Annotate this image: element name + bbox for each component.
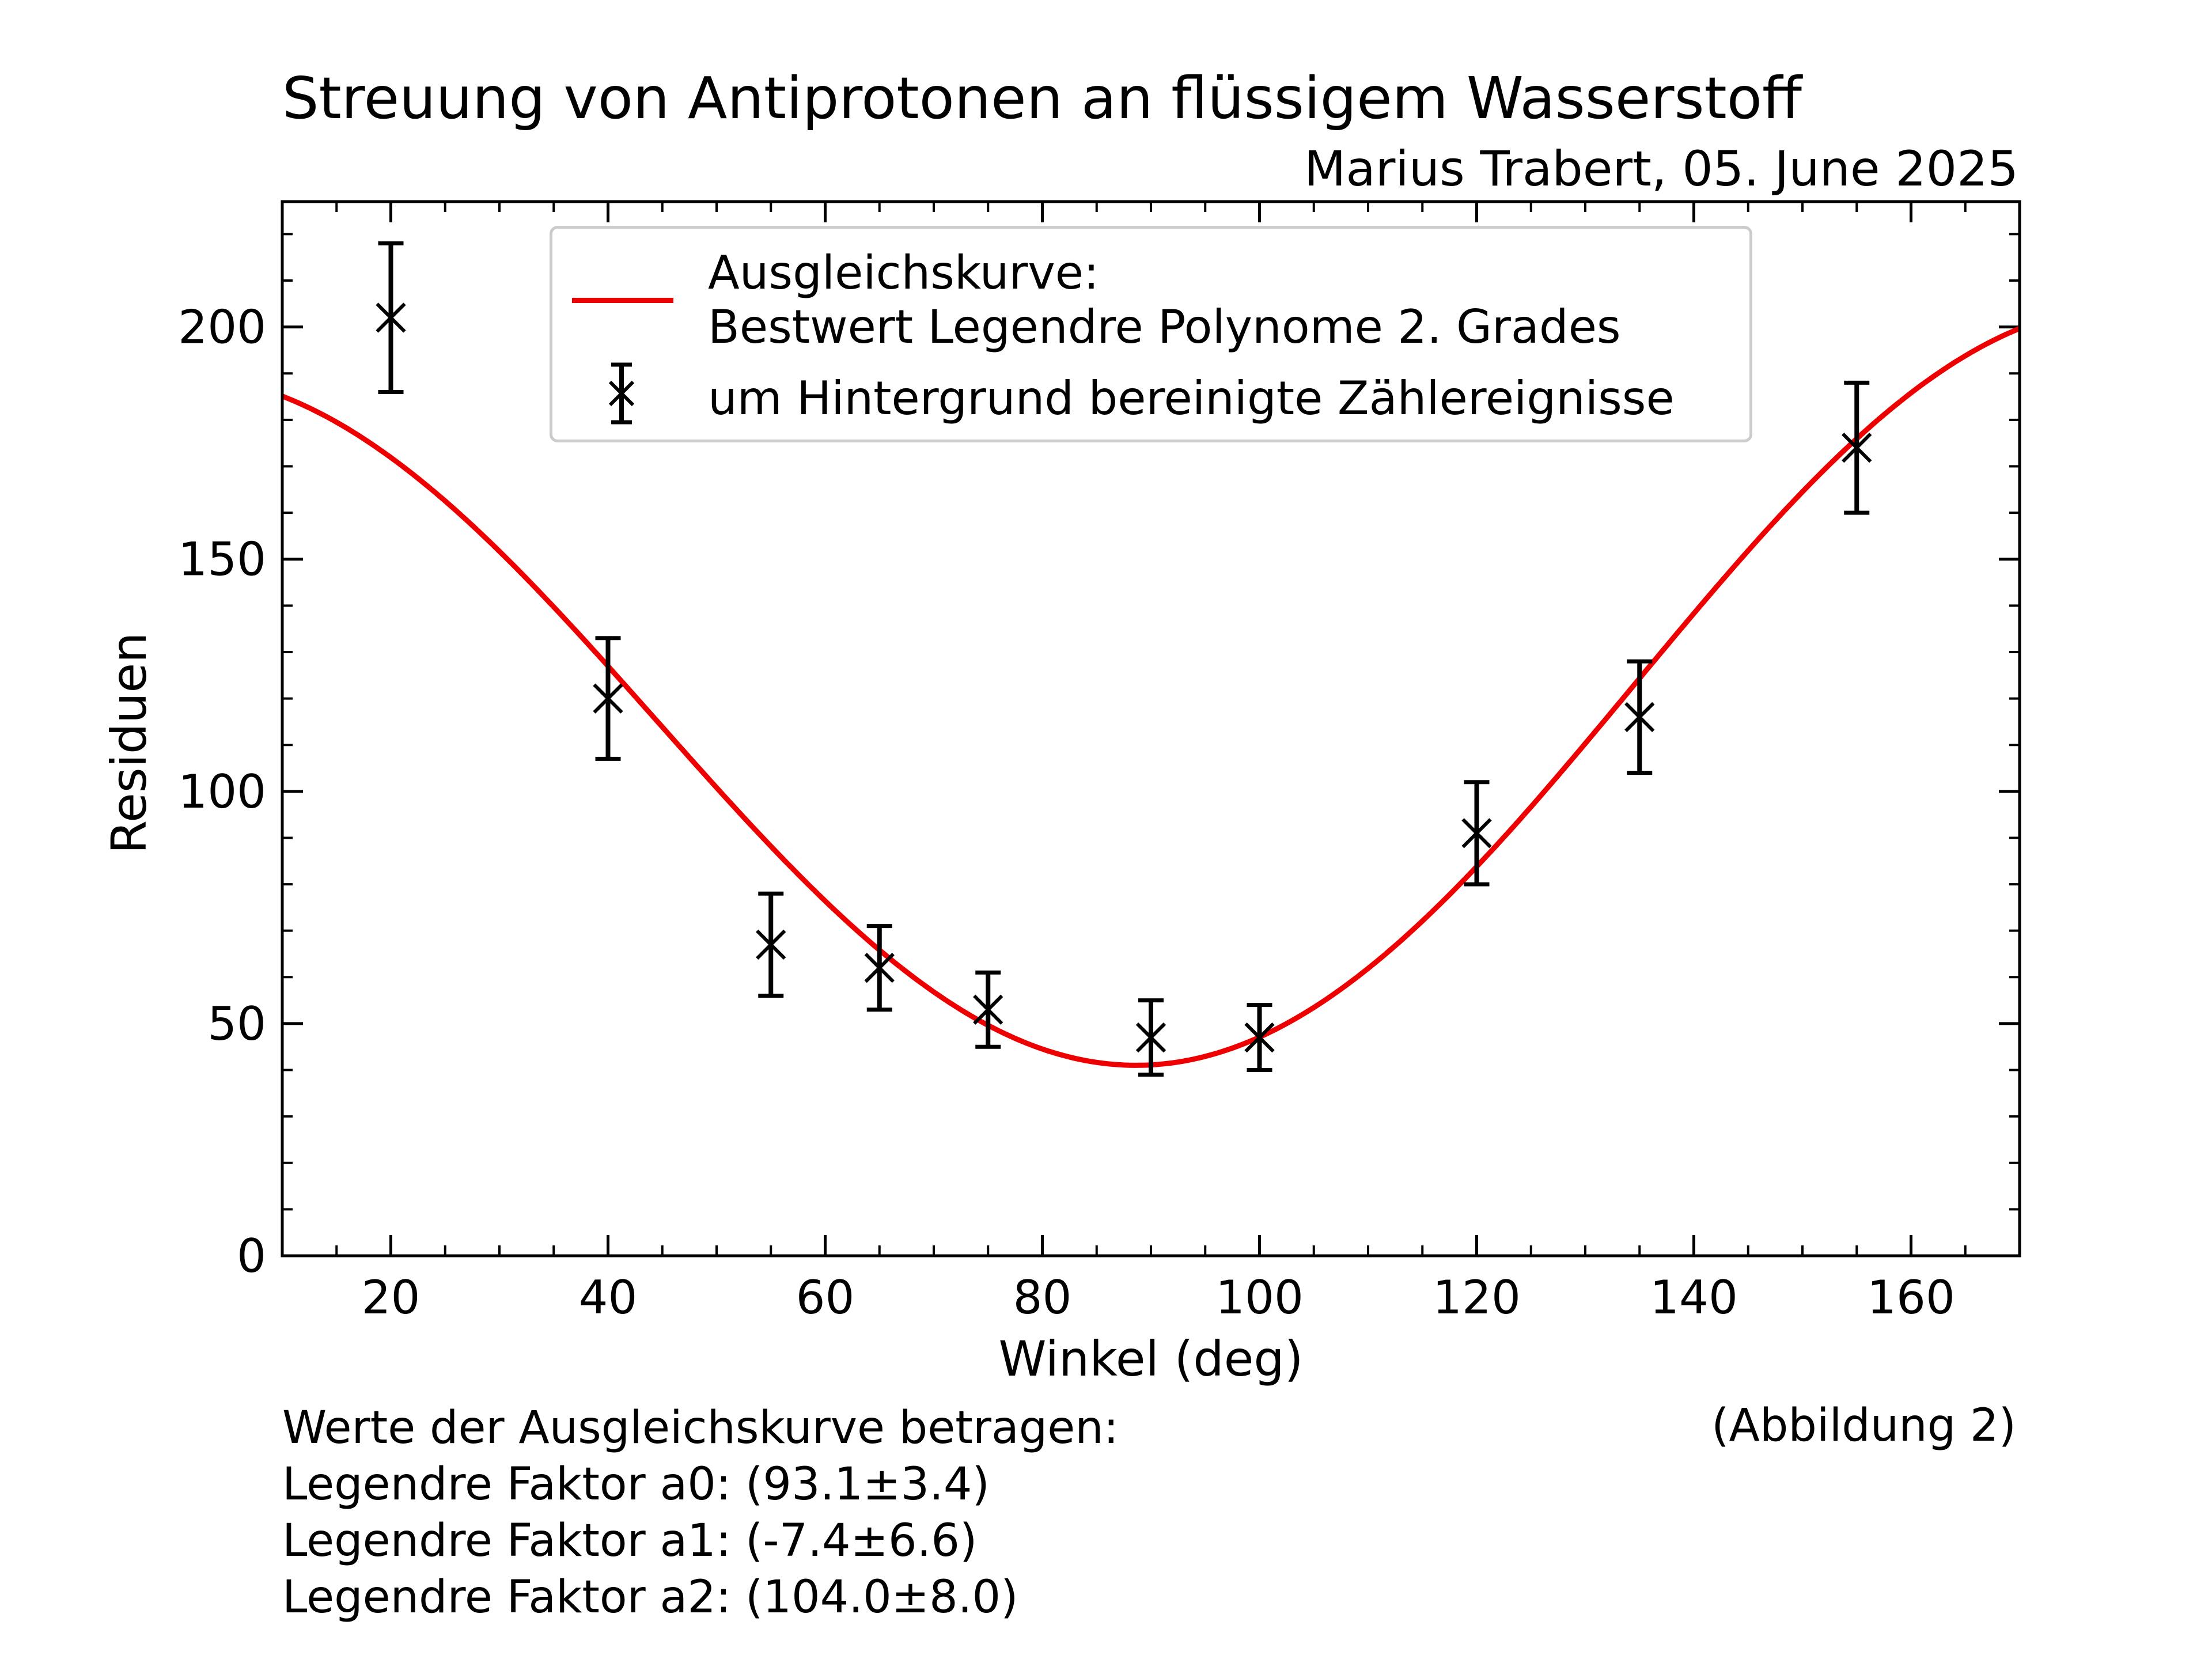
note-a2: Legendre Faktor a2: (104.0±8.0) [282, 1571, 1018, 1623]
x-marker [376, 302, 406, 333]
y-tick-label: 50 [207, 997, 266, 1051]
x-tick-label: 40 [579, 1271, 638, 1324]
data-point [1624, 659, 1655, 775]
fit-results-notes: Werte der Ausgleichskurve betragen: Lege… [282, 1400, 1119, 1626]
y-tick-label: 150 [178, 533, 266, 586]
data-point [1842, 380, 1872, 515]
x-marker [756, 929, 786, 960]
x-tick-label: 120 [1433, 1271, 1521, 1324]
data-points-group [376, 241, 1872, 1077]
note-a0: Legendre Faktor a0: (93.1±3.4) [282, 1459, 990, 1510]
x-tick-label: 20 [362, 1271, 421, 1324]
legend-fit-label-line1: Ausgleichskurve: [708, 246, 1099, 300]
data-point [864, 924, 895, 1012]
x-marker [1461, 818, 1492, 849]
legend-data-marker [608, 362, 635, 425]
legend-fit-line-swatch [572, 298, 673, 303]
x-marker [593, 683, 623, 714]
y-tick-label: 100 [178, 765, 266, 819]
data-point [593, 636, 623, 761]
x-tick-label: 60 [796, 1271, 855, 1324]
x-tick-label: 140 [1650, 1271, 1738, 1324]
y-axis-label: Residuen [101, 632, 157, 854]
legend-data-label: um Hintergrund bereinigte Zählereignisse [708, 372, 1675, 425]
note-a1: Legendre Faktor a1: (-7.4±6.6) [282, 1515, 978, 1567]
data-point [376, 241, 406, 395]
x-marker [973, 994, 1003, 1025]
legend: Ausgleichskurve: Bestwert Legendre Polyn… [550, 226, 1752, 442]
figure-label: (Abbildung 2) [1711, 1400, 2016, 1452]
axes: 20 40 60 80 100 120 140 160 0 50 100 150 200 [178, 202, 2021, 1324]
x-marker [1624, 702, 1655, 732]
y-tick-label: 0 [237, 1229, 266, 1283]
data-point [1461, 780, 1492, 887]
x-tick-label: 100 [1215, 1271, 1304, 1324]
x-tick-label: 160 [1867, 1271, 1955, 1324]
chart-title: Streuung von Antiprotonen an flüssigem W… [282, 65, 1802, 132]
legend-fit-label-line2: Bestwert Legendre Polynome 2. Grades [708, 300, 1621, 354]
x-tick-label: 80 [1013, 1271, 1072, 1324]
chart-subtitle: Marius Trabert, 05. June 2025 [1304, 141, 2018, 197]
data-point [1244, 1003, 1275, 1073]
data-point [756, 891, 786, 998]
x-marker [1135, 1022, 1166, 1053]
notes-heading: Werte der Ausgleichskurve betragen: [282, 1402, 1119, 1454]
data-point [973, 970, 1003, 1049]
x-marker [864, 953, 895, 983]
x-axis-label: Winkel (deg) [998, 1331, 1304, 1387]
data-point [1135, 998, 1166, 1077]
y-tick-label: 200 [178, 301, 266, 354]
x-marker [1842, 433, 1872, 463]
x-marker [1244, 1022, 1275, 1053]
plot-frame [281, 200, 2021, 1257]
